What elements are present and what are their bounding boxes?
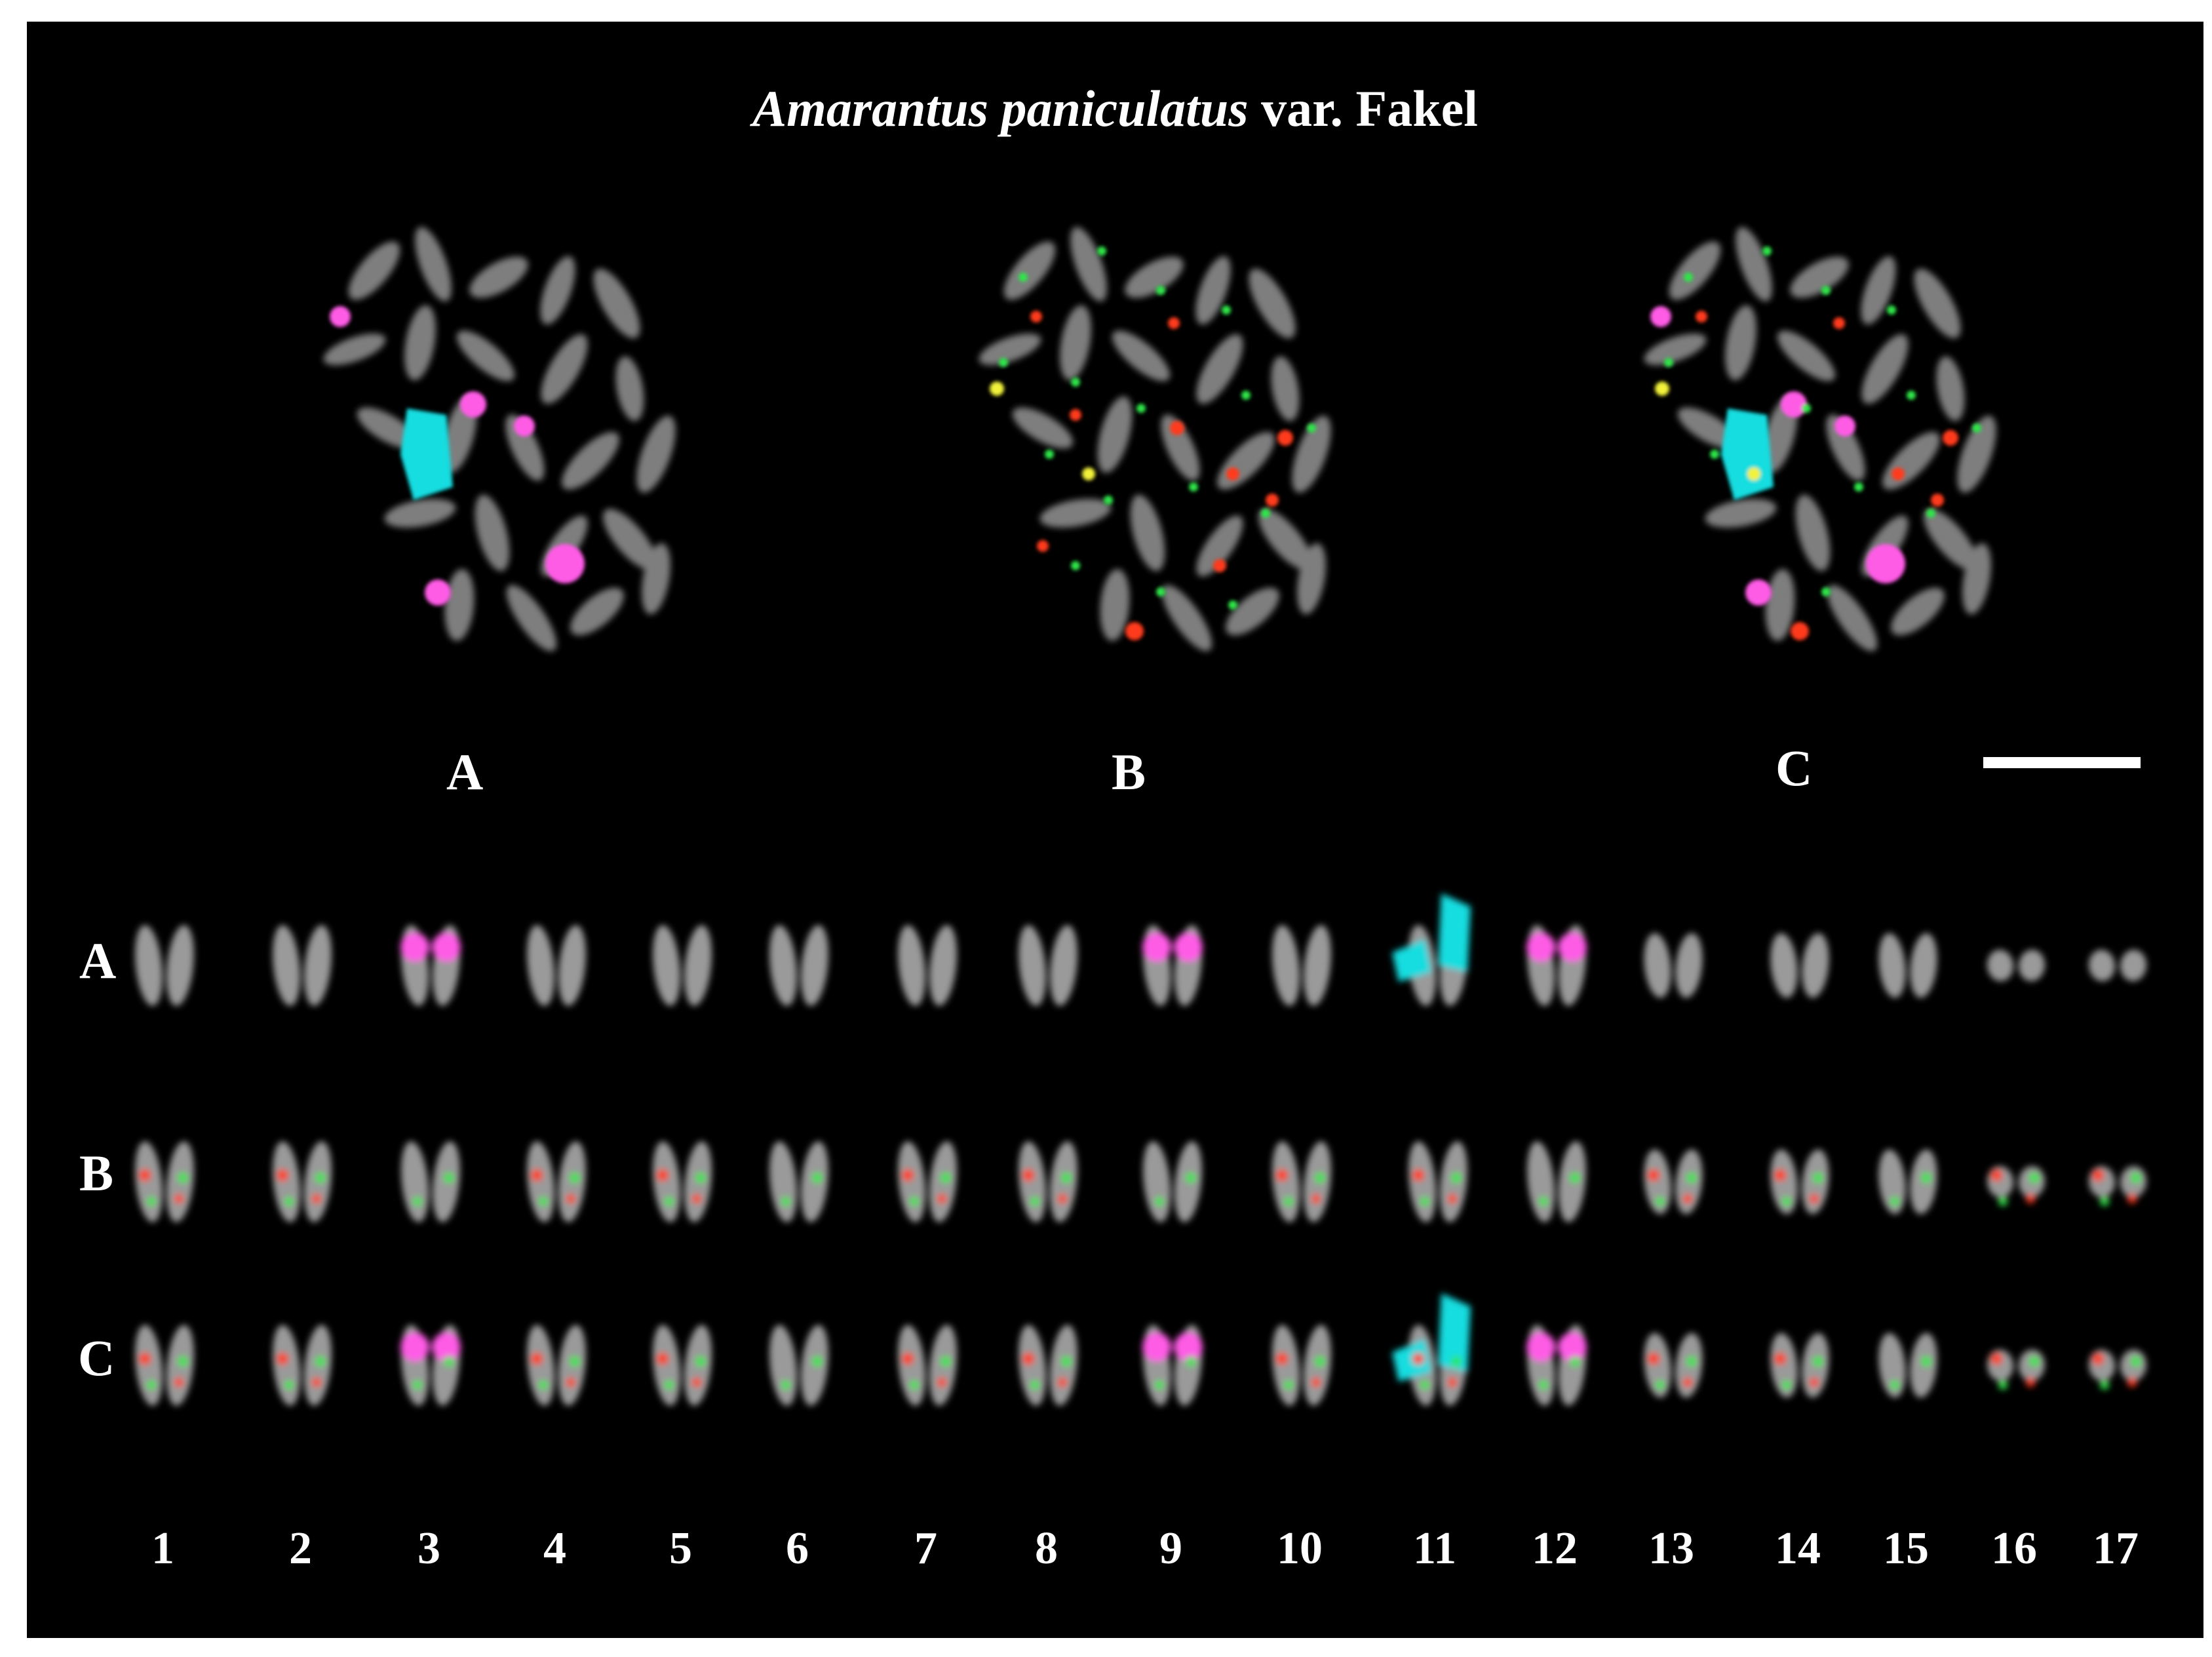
chromosome-pair-5-row-a	[653, 925, 712, 1006]
chromosome-pair-1-row-b	[135, 1141, 194, 1222]
chromosome-number-6: 6	[786, 1523, 809, 1574]
chromosome-pair-13-row-a	[1644, 933, 1703, 998]
chromosome-number-2: 2	[289, 1523, 312, 1574]
chromosome-pair-4-row-b	[527, 1141, 586, 1222]
chromosome-pair-15-row-a	[1878, 933, 1937, 998]
chromosome-pair-16-row-a	[1987, 950, 2046, 981]
chromosome-pair-17-row-b	[2088, 1166, 2147, 1206]
panel-label-b: B	[1112, 743, 1146, 800]
chromosome-pair-11-row-c	[1392, 1293, 1471, 1406]
chromosome-pair-1-row-c	[135, 1325, 194, 1406]
chromosome-pair-10-row-c	[1272, 1325, 1331, 1406]
chromosome-number-16: 16	[1991, 1523, 2037, 1574]
chromosome-number-9: 9	[1159, 1523, 1182, 1574]
panel-label-c: C	[1775, 739, 1813, 796]
chromosome-pair-3-row-a	[400, 925, 461, 1006]
chromosome-pair-4-row-a	[527, 925, 586, 1006]
chromosome-pair-17-row-a	[2088, 950, 2147, 981]
chromosome-pair-5-row-b	[653, 1141, 712, 1222]
chromosome-number-13: 13	[1648, 1523, 1694, 1574]
chromosome-pair-3-row-c	[400, 1325, 461, 1406]
chromosome-pair-15-row-b	[1878, 1149, 1937, 1215]
title-variety: var. Fakel	[1248, 80, 1478, 137]
chromosome-pair-14-row-a	[1770, 933, 1829, 998]
chromosome-pair-12-row-b	[1527, 1141, 1586, 1222]
chromosome-pair-5-row-c	[653, 1325, 712, 1406]
chromosome-pair-7-row-c	[898, 1325, 957, 1406]
chromosome-pair-2-row-c	[273, 1325, 332, 1406]
chromosome-pair-10-row-b	[1272, 1141, 1331, 1222]
chromosome-pair-13-row-b	[1644, 1149, 1703, 1215]
chromosome-number-12: 12	[1532, 1523, 1578, 1574]
chromosome-pair-7-row-a	[898, 925, 957, 1006]
figure-title: Amarantus paniculatus var. Fakel	[27, 79, 2203, 138]
chromosome-number-3: 3	[417, 1523, 440, 1574]
row-label-c: C	[78, 1329, 115, 1386]
figure-panel: Amarantus paniculatus var. Fakel	[27, 22, 2203, 1638]
chromosome-number-7: 7	[914, 1523, 937, 1574]
chromosome-number-15: 15	[1883, 1523, 1929, 1574]
chromosome-pair-3-row-b	[401, 1141, 460, 1222]
chromosome-number-10: 10	[1277, 1523, 1323, 1574]
karyotype-rows	[135, 893, 2147, 1406]
chromosome-pair-9-row-c	[1142, 1325, 1203, 1406]
scale-bar	[1983, 757, 2141, 768]
chromosome-pair-16-row-c	[1987, 1350, 2046, 1390]
chromosome-pair-7-row-b	[898, 1141, 957, 1222]
chromosome-pair-14-row-c	[1770, 1333, 1829, 1398]
metaphase-spread-b	[979, 227, 1331, 652]
chromosome-pair-4-row-c	[527, 1325, 586, 1406]
chromosome-number-8: 8	[1035, 1523, 1058, 1574]
metaphase-spread-c	[1644, 227, 1996, 652]
chromosome-pair-8-row-b	[1019, 1141, 1077, 1222]
metaphase-spread-a	[323, 227, 676, 652]
panel-label-a: A	[446, 743, 484, 800]
chromosome-pair-6-row-b	[769, 1141, 828, 1222]
micrograph-art	[135, 227, 2147, 1406]
chromosome-pair-9-row-a	[1142, 925, 1203, 1006]
chromosome-pair-11-row-a	[1392, 893, 1471, 1006]
chromosome-number-11: 11	[1413, 1523, 1457, 1574]
row-label-a: A	[79, 932, 117, 989]
chromosome-pair-2-row-b	[273, 1141, 332, 1222]
chromosome-pair-17-row-c	[2088, 1350, 2147, 1390]
chromosome-pair-16-row-b	[1987, 1166, 2046, 1206]
chromosome-number-4: 4	[543, 1523, 566, 1574]
chromosome-pair-14-row-b	[1770, 1149, 1829, 1215]
chromosome-pair-15-row-c	[1878, 1333, 1937, 1398]
title-species: Amarantus paniculatus	[752, 80, 1249, 137]
chromosome-pair-12-row-c	[1526, 1325, 1587, 1406]
chromosome-pair-6-row-c	[769, 1325, 828, 1406]
chromosome-pair-8-row-a	[1019, 925, 1077, 1006]
chromosome-pair-9-row-b	[1143, 1141, 1202, 1222]
chromosome-number-5: 5	[669, 1523, 692, 1574]
chromosome-pair-2-row-a	[273, 925, 332, 1006]
chromosome-pair-6-row-a	[769, 925, 828, 1006]
chromosome-pair-10-row-a	[1272, 925, 1331, 1006]
chromosome-pair-11-row-b	[1408, 1141, 1467, 1222]
chromosome-pair-12-row-a	[1526, 925, 1587, 1006]
row-label-b: B	[79, 1144, 114, 1201]
chromosome-pair-1-row-a	[135, 925, 194, 1006]
chromosome-number-17: 17	[2093, 1523, 2139, 1574]
chromosome-pair-13-row-c	[1644, 1333, 1703, 1398]
chromosome-pair-8-row-c	[1019, 1325, 1077, 1406]
chromosome-number-14: 14	[1775, 1523, 1821, 1574]
chromosome-number-1: 1	[151, 1523, 174, 1574]
